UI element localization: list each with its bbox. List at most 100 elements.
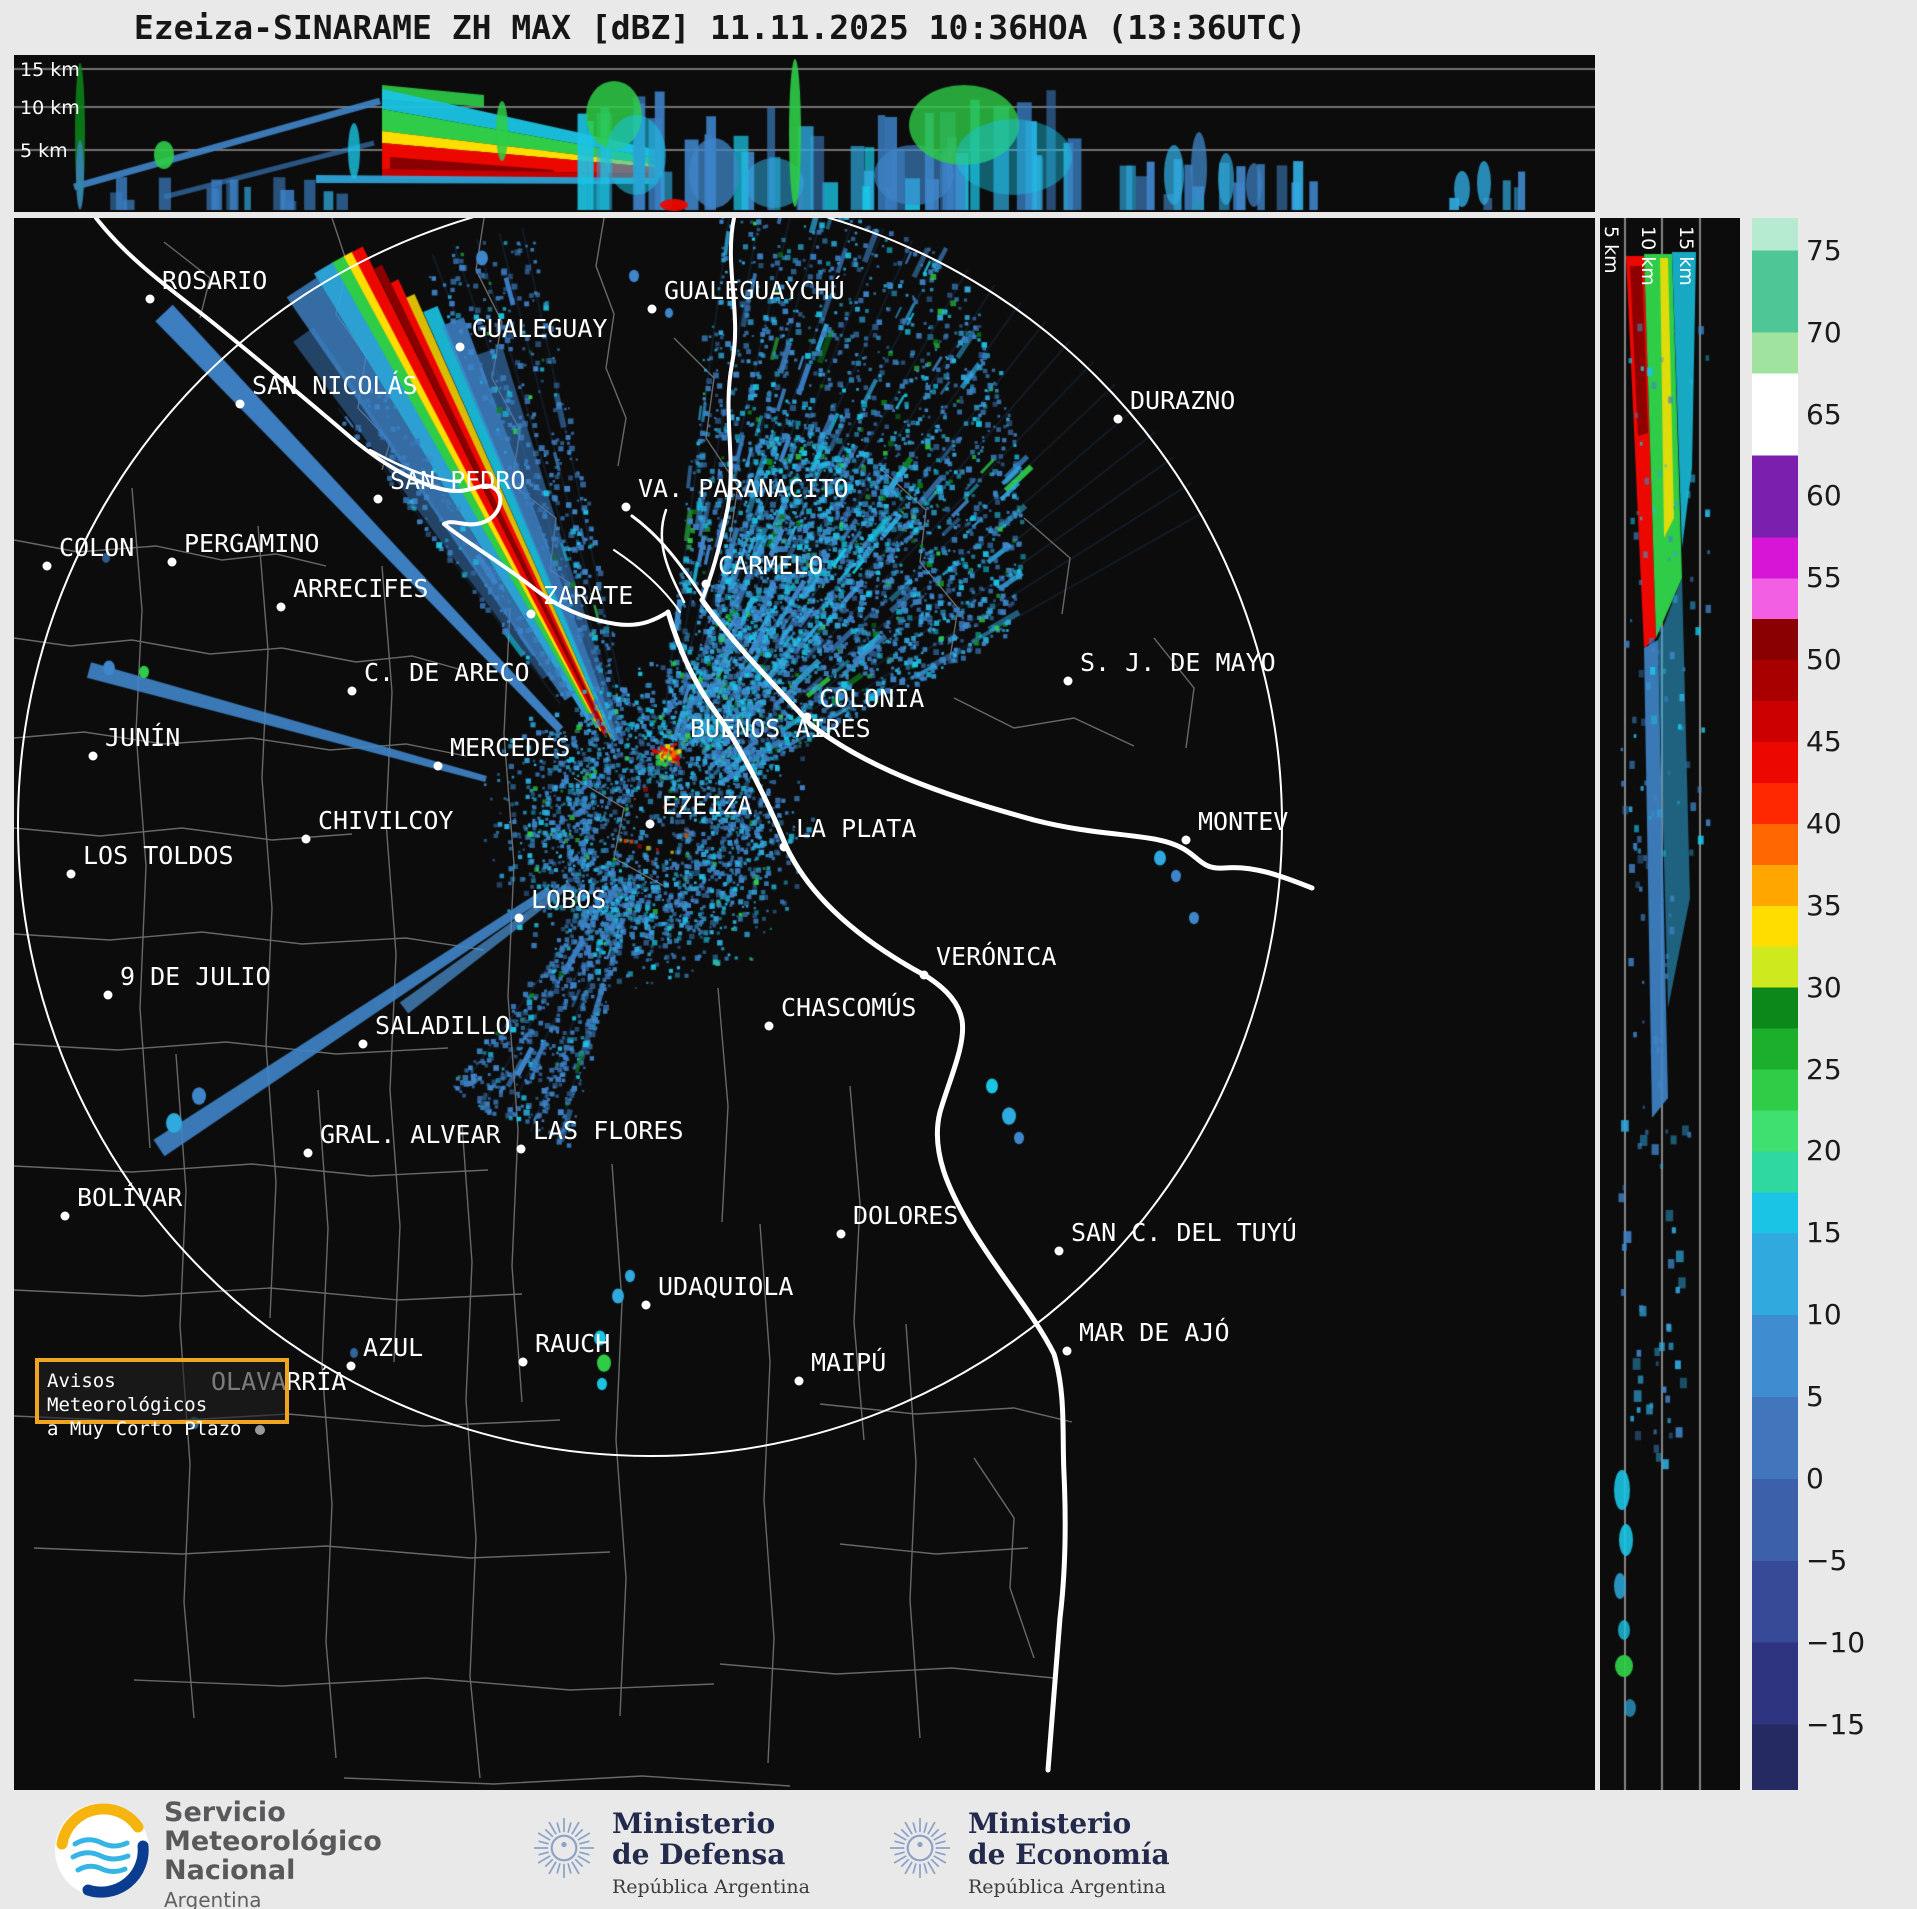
colorbar-tick: 25 [1806, 1052, 1842, 1086]
city-label: LA PLATA [796, 814, 916, 843]
colorbar-tick: 65 [1806, 397, 1842, 431]
city-san-pedro: SAN PEDRO [373, 466, 525, 504]
city-dot [518, 1357, 528, 1367]
altitude-label: 15 km [1675, 226, 1697, 286]
smn-line3: Nacional [164, 1855, 296, 1886]
city-mercedes: MERCEDES [433, 733, 570, 771]
warning-box[interactable]: Avisos Meteorológicos a Muy Corto Plazo [35, 1358, 289, 1440]
city-label: COLON [59, 533, 134, 562]
city-san-c-del-tuyu: SAN C. DEL TUYÚ [1054, 1217, 1297, 1256]
city-dot [794, 1376, 804, 1386]
city-c-de-areco: C. DE ARECO [347, 658, 530, 696]
altitude-label: 10 km [1637, 226, 1659, 286]
city-pergamino: PERGAMINO [167, 529, 319, 567]
city-label: DOLORES [853, 1201, 958, 1230]
city-label: LOS TOLDOS [83, 841, 234, 870]
economia-emblem-icon [890, 1818, 950, 1878]
city-azul: AZUL [346, 1333, 423, 1371]
city-lobos: LOBOS [514, 885, 606, 923]
defensa-line2: de Defensa [612, 1838, 786, 1871]
city-dot [621, 502, 631, 512]
city-los-toldos: LOS TOLDOS [66, 841, 234, 879]
warning-gray-dot [255, 1425, 266, 1435]
defensa-emblem-icon [534, 1818, 594, 1878]
city-dot [347, 686, 357, 696]
city-label: GRAL. ALVEAR [320, 1120, 502, 1149]
city-san-nicolas: SAN NICOLÁS [235, 371, 418, 409]
colorbar-tick: −5 [1806, 1543, 1848, 1577]
city-dolores: DOLORES [836, 1201, 958, 1239]
city-las-flores: LAS FLORES [516, 1116, 684, 1154]
city-chascomus: CHASCOMÚS [764, 992, 916, 1031]
city-saladillo: SALADILLO [358, 1011, 510, 1049]
city-label: VA. PARANACITO [638, 474, 849, 503]
city-dot [526, 609, 536, 619]
city-dot [1054, 1246, 1064, 1256]
city-label: BUENOS AIRES [690, 714, 871, 743]
city-zarate: ZARATE [526, 581, 633, 619]
colorbar-tick: 40 [1806, 806, 1842, 840]
city-dot [802, 712, 812, 722]
city-label: SAN PEDRO [390, 466, 525, 495]
city-dot [103, 990, 113, 1000]
city-dot [645, 819, 655, 829]
city-chivilcoy: CHIVILCOY [301, 806, 453, 844]
city-label: COLONIA [819, 684, 924, 713]
economia-wordmark: Ministerio de Economía República Argenti… [968, 1808, 1170, 1898]
economia-line1: Ministerio [968, 1807, 1132, 1840]
city-udaquiola: UDAQUIOLA [641, 1272, 793, 1310]
footer: Servicio Meteorológico Nacional Argentin… [0, 1792, 1917, 1909]
city-s-j-de-mayo: S. J. DE MAYO [1063, 648, 1276, 686]
city-dot [358, 1039, 368, 1049]
right-cross-section-panel: 5 km 10 km 15 km [1600, 218, 1740, 1790]
city-label: GUALEGUAY [472, 314, 607, 343]
city-dot [919, 970, 929, 980]
city-dot [1113, 414, 1123, 424]
city-label: BOLÍVAR [77, 1183, 183, 1212]
smn-logo-icon [55, 1803, 149, 1898]
colorbar-tick: 35 [1806, 888, 1842, 922]
city-label: VERÓNICA [936, 941, 1056, 971]
city-va-paranacito: VA. PARANACITO [621, 474, 849, 512]
dbz-colorbar-ticks: 75 70 65 60 55 50 45 40 35 30 25 20 15 10 5 0 −5 −10 −15 [1806, 218, 1910, 1790]
map-overlay-layer: ROSARIO GUALEGUAYCHÚ GUALEGUAY SAN NICOLÁS D… [17, 218, 1315, 1773]
city-label: GUALEGUAYCHÚ [664, 275, 845, 305]
economia-sub: República Argentina [968, 1876, 1166, 1898]
city-dot [42, 561, 52, 571]
radar-echo-canvas [14, 218, 1595, 1790]
city-label: SALADILLO [375, 1011, 510, 1040]
defensa-line1: Ministerio [612, 1807, 776, 1840]
city-dot [60, 1211, 70, 1221]
city-label: RAUCH [535, 1329, 610, 1358]
city-dot [1063, 676, 1073, 686]
city-dot [455, 342, 465, 352]
range-ring [17, 218, 1283, 1457]
city-dot [346, 1361, 356, 1371]
city-label: DURAZNO [1130, 386, 1235, 415]
city-label: PERGAMINO [184, 529, 319, 558]
defensa-wordmark: Ministerio de Defensa República Argentin… [612, 1808, 810, 1898]
colorbar-tick: 75 [1806, 233, 1842, 267]
city-label: ZARATE [543, 581, 633, 610]
colorbar-tick: 50 [1806, 643, 1842, 677]
city-junin: JUNÍN [88, 723, 180, 761]
economia-line2: de Economía [968, 1838, 1170, 1871]
city-arrecifes: ARRECIFES [276, 574, 428, 612]
top-cross-section-canvas [14, 55, 1595, 212]
city-dot [373, 494, 383, 504]
city-colon: COLON [42, 533, 134, 571]
city-mar-de-ajo: MAR DE AJÓ [1062, 1317, 1230, 1356]
city-label: MAIPÚ [811, 1347, 886, 1377]
city-label: MAR DE AJÓ [1079, 1317, 1230, 1347]
city-label: LAS FLORES [533, 1116, 684, 1145]
smn-wordmark: Servicio Meteorológico Nacional Argentin… [164, 1798, 382, 1909]
right-cross-section-labels: 5 km 10 km 15 km [1600, 226, 1697, 286]
city-dot [836, 1229, 846, 1239]
city-label: EZEIZA [662, 791, 752, 820]
city-gualeguaychu: GUALEGUAYCHÚ [647, 275, 845, 314]
city-dot [764, 1021, 774, 1031]
city-dot [433, 761, 443, 771]
smn-line2: Meteorológico [164, 1826, 382, 1857]
colorbar-tick: 5 [1806, 1380, 1824, 1413]
